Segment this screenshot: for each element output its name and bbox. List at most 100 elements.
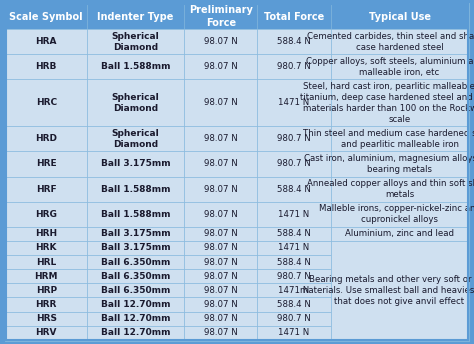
Text: 98.07 N: 98.07 N	[204, 272, 238, 281]
Text: Ball 6.350mm: Ball 6.350mm	[101, 258, 170, 267]
Text: 98.07 N: 98.07 N	[204, 184, 238, 194]
Text: HRM: HRM	[35, 272, 58, 281]
Bar	[184, 269, 257, 283]
Text: HRD: HRD	[35, 135, 57, 143]
Text: Spherical
Diamond: Spherical Diamond	[111, 93, 159, 113]
Bar	[257, 255, 331, 269]
Bar	[6, 241, 87, 255]
Text: Cast iron, aluminium, magnesium alloys and
bearing metals: Cast iron, aluminium, magnesium alloys a…	[303, 154, 474, 174]
Bar	[87, 283, 184, 298]
Bar	[331, 4, 468, 29]
Bar	[87, 79, 184, 126]
Bar	[184, 79, 257, 126]
Text: 1471 N: 1471 N	[278, 286, 310, 295]
Bar	[87, 4, 184, 29]
Bar	[331, 126, 468, 151]
Bar	[87, 298, 184, 312]
Text: HRA: HRA	[36, 37, 57, 46]
Text: 98.07 N: 98.07 N	[204, 328, 238, 337]
Bar	[6, 227, 87, 241]
Text: HRC: HRC	[36, 98, 57, 107]
Text: 98.07 N: 98.07 N	[204, 62, 238, 71]
Bar	[6, 202, 87, 227]
Text: 980.7 N: 980.7 N	[277, 62, 311, 71]
Bar	[331, 54, 468, 79]
Bar	[184, 298, 257, 312]
Bar	[257, 227, 331, 241]
Bar	[6, 151, 87, 176]
Text: HRS: HRS	[36, 314, 57, 323]
Text: Total Force: Total Force	[264, 12, 324, 22]
Bar	[257, 312, 331, 326]
Bar	[331, 176, 468, 202]
Bar	[257, 241, 331, 255]
Text: 1471 N: 1471 N	[278, 209, 310, 219]
Bar	[331, 29, 468, 54]
Bar	[184, 54, 257, 79]
Bar	[184, 151, 257, 176]
Text: Indenter Type: Indenter Type	[97, 12, 173, 22]
Bar	[87, 326, 184, 340]
Bar	[184, 202, 257, 227]
Bar	[87, 202, 184, 227]
Text: 98.07 N: 98.07 N	[204, 244, 238, 252]
Text: Ball 1.588mm: Ball 1.588mm	[101, 62, 170, 71]
Text: 588.4 N: 588.4 N	[277, 300, 311, 309]
Bar	[87, 151, 184, 176]
Bar	[6, 29, 87, 54]
Text: Cemented carbides, thin steel and shallow
case hardened steel: Cemented carbides, thin steel and shallo…	[307, 32, 474, 52]
Bar	[87, 126, 184, 151]
Bar	[87, 312, 184, 326]
Bar	[257, 202, 331, 227]
Text: HRH: HRH	[35, 229, 57, 238]
Bar	[6, 283, 87, 298]
Text: HRK: HRK	[36, 244, 57, 252]
Text: 1471 N: 1471 N	[278, 98, 310, 107]
Bar	[184, 176, 257, 202]
Bar	[331, 151, 468, 176]
Text: Annealed copper alloys and thin soft sheet
metals: Annealed copper alloys and thin soft she…	[307, 179, 474, 199]
Bar	[257, 269, 331, 283]
Text: Ball 12.70mm: Ball 12.70mm	[101, 300, 170, 309]
Text: Copper alloys, soft steels, aluminium alloys
malleable iron, etc: Copper alloys, soft steels, aluminium al…	[306, 57, 474, 77]
Bar	[257, 151, 331, 176]
Text: Malleble irons, copper-nickel-zinc and
cupronickel alloys: Malleble irons, copper-nickel-zinc and c…	[319, 204, 474, 224]
Text: Ball 12.70mm: Ball 12.70mm	[101, 328, 170, 337]
Bar	[184, 227, 257, 241]
Bar	[87, 255, 184, 269]
Text: Spherical
Diamond: Spherical Diamond	[111, 32, 159, 52]
Bar	[87, 176, 184, 202]
Text: Ball 1.588mm: Ball 1.588mm	[101, 209, 170, 219]
Text: Ball 3.175mm: Ball 3.175mm	[100, 160, 170, 169]
Bar	[184, 312, 257, 326]
Text: Ball 1.588mm: Ball 1.588mm	[101, 184, 170, 194]
Text: Scale Symbol: Scale Symbol	[9, 12, 83, 22]
Text: 98.07 N: 98.07 N	[204, 314, 238, 323]
Bar	[257, 126, 331, 151]
Bar	[6, 326, 87, 340]
Text: Ball 3.175mm: Ball 3.175mm	[100, 244, 170, 252]
Bar	[331, 202, 468, 227]
Text: Ball 6.350mm: Ball 6.350mm	[101, 286, 170, 295]
Text: 98.07 N: 98.07 N	[204, 300, 238, 309]
Text: HRG: HRG	[35, 209, 57, 219]
Bar	[331, 227, 468, 241]
Bar	[331, 79, 468, 126]
Bar	[184, 4, 257, 29]
Text: Bearing metals and other very soft or thin
materials. Use smallest ball and heav: Bearing metals and other very soft or th…	[300, 275, 474, 306]
Text: 980.7 N: 980.7 N	[277, 272, 311, 281]
Text: 98.07 N: 98.07 N	[204, 229, 238, 238]
Text: HRP: HRP	[36, 286, 57, 295]
Bar	[184, 29, 257, 54]
Text: HRV: HRV	[36, 328, 57, 337]
Bar	[6, 312, 87, 326]
Bar	[257, 4, 331, 29]
Text: Ball 3.175mm: Ball 3.175mm	[100, 229, 170, 238]
Text: 588.4 N: 588.4 N	[277, 184, 311, 194]
Text: Ball 12.70mm: Ball 12.70mm	[101, 314, 170, 323]
Text: Ball 6.350mm: Ball 6.350mm	[101, 272, 170, 281]
Bar	[6, 54, 87, 79]
Text: 98.07 N: 98.07 N	[204, 135, 238, 143]
Bar	[184, 283, 257, 298]
Text: HRF: HRF	[36, 184, 56, 194]
